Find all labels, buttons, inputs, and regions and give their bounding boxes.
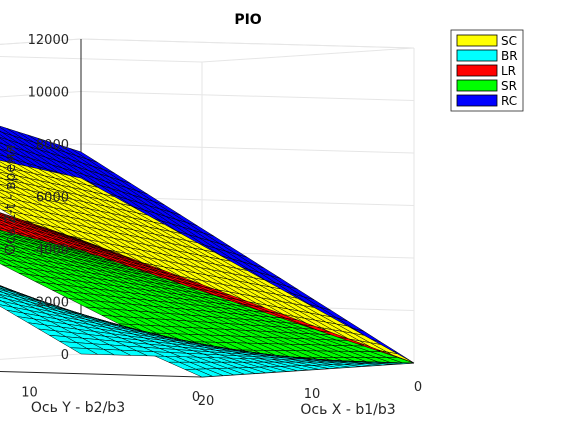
legend-swatch-rc [456,94,498,107]
x-axis-label: Ось X - b1/b3 [300,402,395,418]
z-tick-label: 6000 [36,191,69,206]
surfaces [0,125,415,378]
legend-label-br: BR [501,49,518,63]
zgrid-a-6 [0,38,82,45]
zgrid-a-5 [0,91,82,98]
legend-swatch-lr [456,64,498,77]
y-axis-line [0,371,203,378]
surface-sr [0,229,415,367]
legend-label-rc: RC [501,94,517,108]
surface-br [0,285,415,378]
x-tick-label: 20 [198,394,215,409]
legend-swatch-br [456,49,498,62]
cell-br [386,362,415,364]
z-tick-label: 0 [61,348,69,363]
z-axis-label: Ось Z-t - время [3,145,19,255]
tick-labels: 0200040006000800010000120000102001020 [21,33,422,409]
chart-title: PIO [234,12,261,28]
legend-label-sc: SC [501,34,517,48]
zgrid-a-0 [0,353,82,360]
zgrid-b-5 [80,91,415,101]
z-tick-label: 12000 [28,33,69,48]
y-axis-label: Ось Y - b2/b3 [31,400,125,416]
zgrid-b-4 [80,143,415,154]
cell-br [0,285,1,287]
z-tick-label: 10000 [28,86,69,101]
cell-rc [0,152,6,157]
x-tick-label: 10 [304,387,321,402]
legend-swatch-sc [456,34,498,47]
legend-swatch-sr [456,79,498,92]
y-tick-label: 10 [21,386,38,401]
x-tick-label: 0 [414,380,422,395]
legend-label-lr: LR [501,64,516,78]
legend-label-sr: SR [501,79,517,93]
z-tick-label: 8000 [36,138,69,153]
z-tick-label: 4000 [36,243,69,258]
z-tick-label: 2000 [36,296,69,311]
zgrid-b-6 [80,38,415,49]
y-tick-label: 0 [192,390,200,405]
